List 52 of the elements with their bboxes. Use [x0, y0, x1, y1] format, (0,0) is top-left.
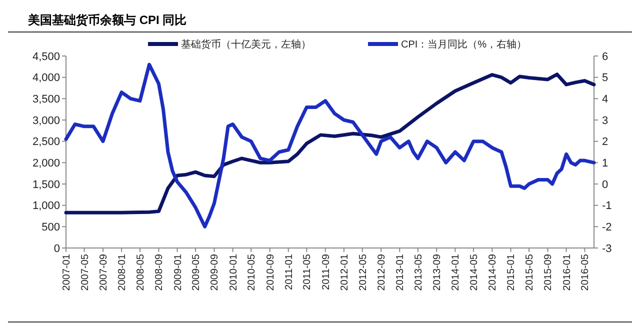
y2-tick-label: 6	[602, 50, 608, 63]
chart-title: 美国基础货币余额与 CPI 同比	[27, 13, 187, 27]
x-tick-label: 2007-01	[62, 254, 72, 291]
x-tick-label: 2012-05	[358, 254, 369, 291]
y2-tick-label: 5	[602, 72, 608, 84]
x-tick-label: 2016-01	[562, 254, 573, 291]
y2-tick-label: 1	[602, 158, 608, 170]
x-tick-label: 2010-01	[228, 254, 240, 291]
x-tick-label: 2014-05	[468, 254, 480, 291]
y-tick-label: 4,000	[32, 72, 60, 84]
y2-tick-label: 2	[602, 136, 608, 148]
x-tick-label: 2010-05	[246, 254, 258, 291]
x-tick-label: 2016-05	[580, 254, 592, 291]
y-tick-label: 2,000	[32, 158, 60, 170]
x-tick-label: 2009-05	[191, 254, 202, 291]
x-tick-label: 2013-05	[413, 254, 424, 291]
y-tick-label: 3,500	[32, 94, 60, 106]
x-tick-label: 2009-01	[172, 254, 184, 291]
y-tick-label: 1,500	[32, 178, 60, 191]
y-tick-label: 3,000	[32, 114, 60, 127]
legend-label: CPI：当月同比（%，右轴）	[401, 38, 527, 50]
y2-tick-label: -1	[602, 200, 612, 212]
y2-tick-label: 0	[602, 178, 608, 191]
x-tick-label: 2011-01	[284, 254, 295, 290]
x-tick-label: 2014-09	[488, 254, 499, 291]
y-tick-label: 2,500	[32, 136, 60, 148]
y2-tick-label: -3	[602, 242, 612, 255]
x-tick-label: 2015-05	[524, 254, 536, 291]
y2-tick-label: 4	[602, 94, 608, 106]
x-tick-label: 2007-05	[80, 254, 91, 291]
x-tick-label: 2014-01	[450, 254, 462, 291]
y2-tick-label: 3	[602, 114, 608, 127]
x-tick-label: 2008-09	[154, 254, 166, 291]
x-tick-label: 2015-09	[543, 254, 554, 291]
x-tick-label: 2010-09	[265, 254, 276, 291]
x-tick-label: 2007-09	[98, 254, 110, 291]
x-tick-label: 2008-05	[135, 254, 146, 291]
legend-label: 基础货币（十亿美元，左轴）	[181, 38, 311, 50]
x-tick-label: 2013-09	[432, 254, 444, 291]
y2-tick-label: -2	[602, 222, 612, 234]
x-tick-label: 2009-09	[210, 254, 221, 291]
x-tick-label: 2011-05	[302, 254, 314, 290]
y-tick-label: 0	[54, 242, 60, 255]
y-tick-label: 1,000	[32, 200, 60, 212]
x-tick-label: 2008-01	[117, 254, 128, 291]
x-tick-label: 2011-09	[320, 254, 332, 290]
y-tick-label: 4,500	[32, 50, 60, 63]
x-tick-label: 2012-09	[376, 254, 388, 291]
x-tick-label: 2015-01	[506, 254, 518, 291]
x-tick-label: 2012-01	[339, 254, 350, 291]
x-tick-label: 2013-01	[395, 254, 406, 291]
y-tick-label: 500	[42, 222, 60, 234]
